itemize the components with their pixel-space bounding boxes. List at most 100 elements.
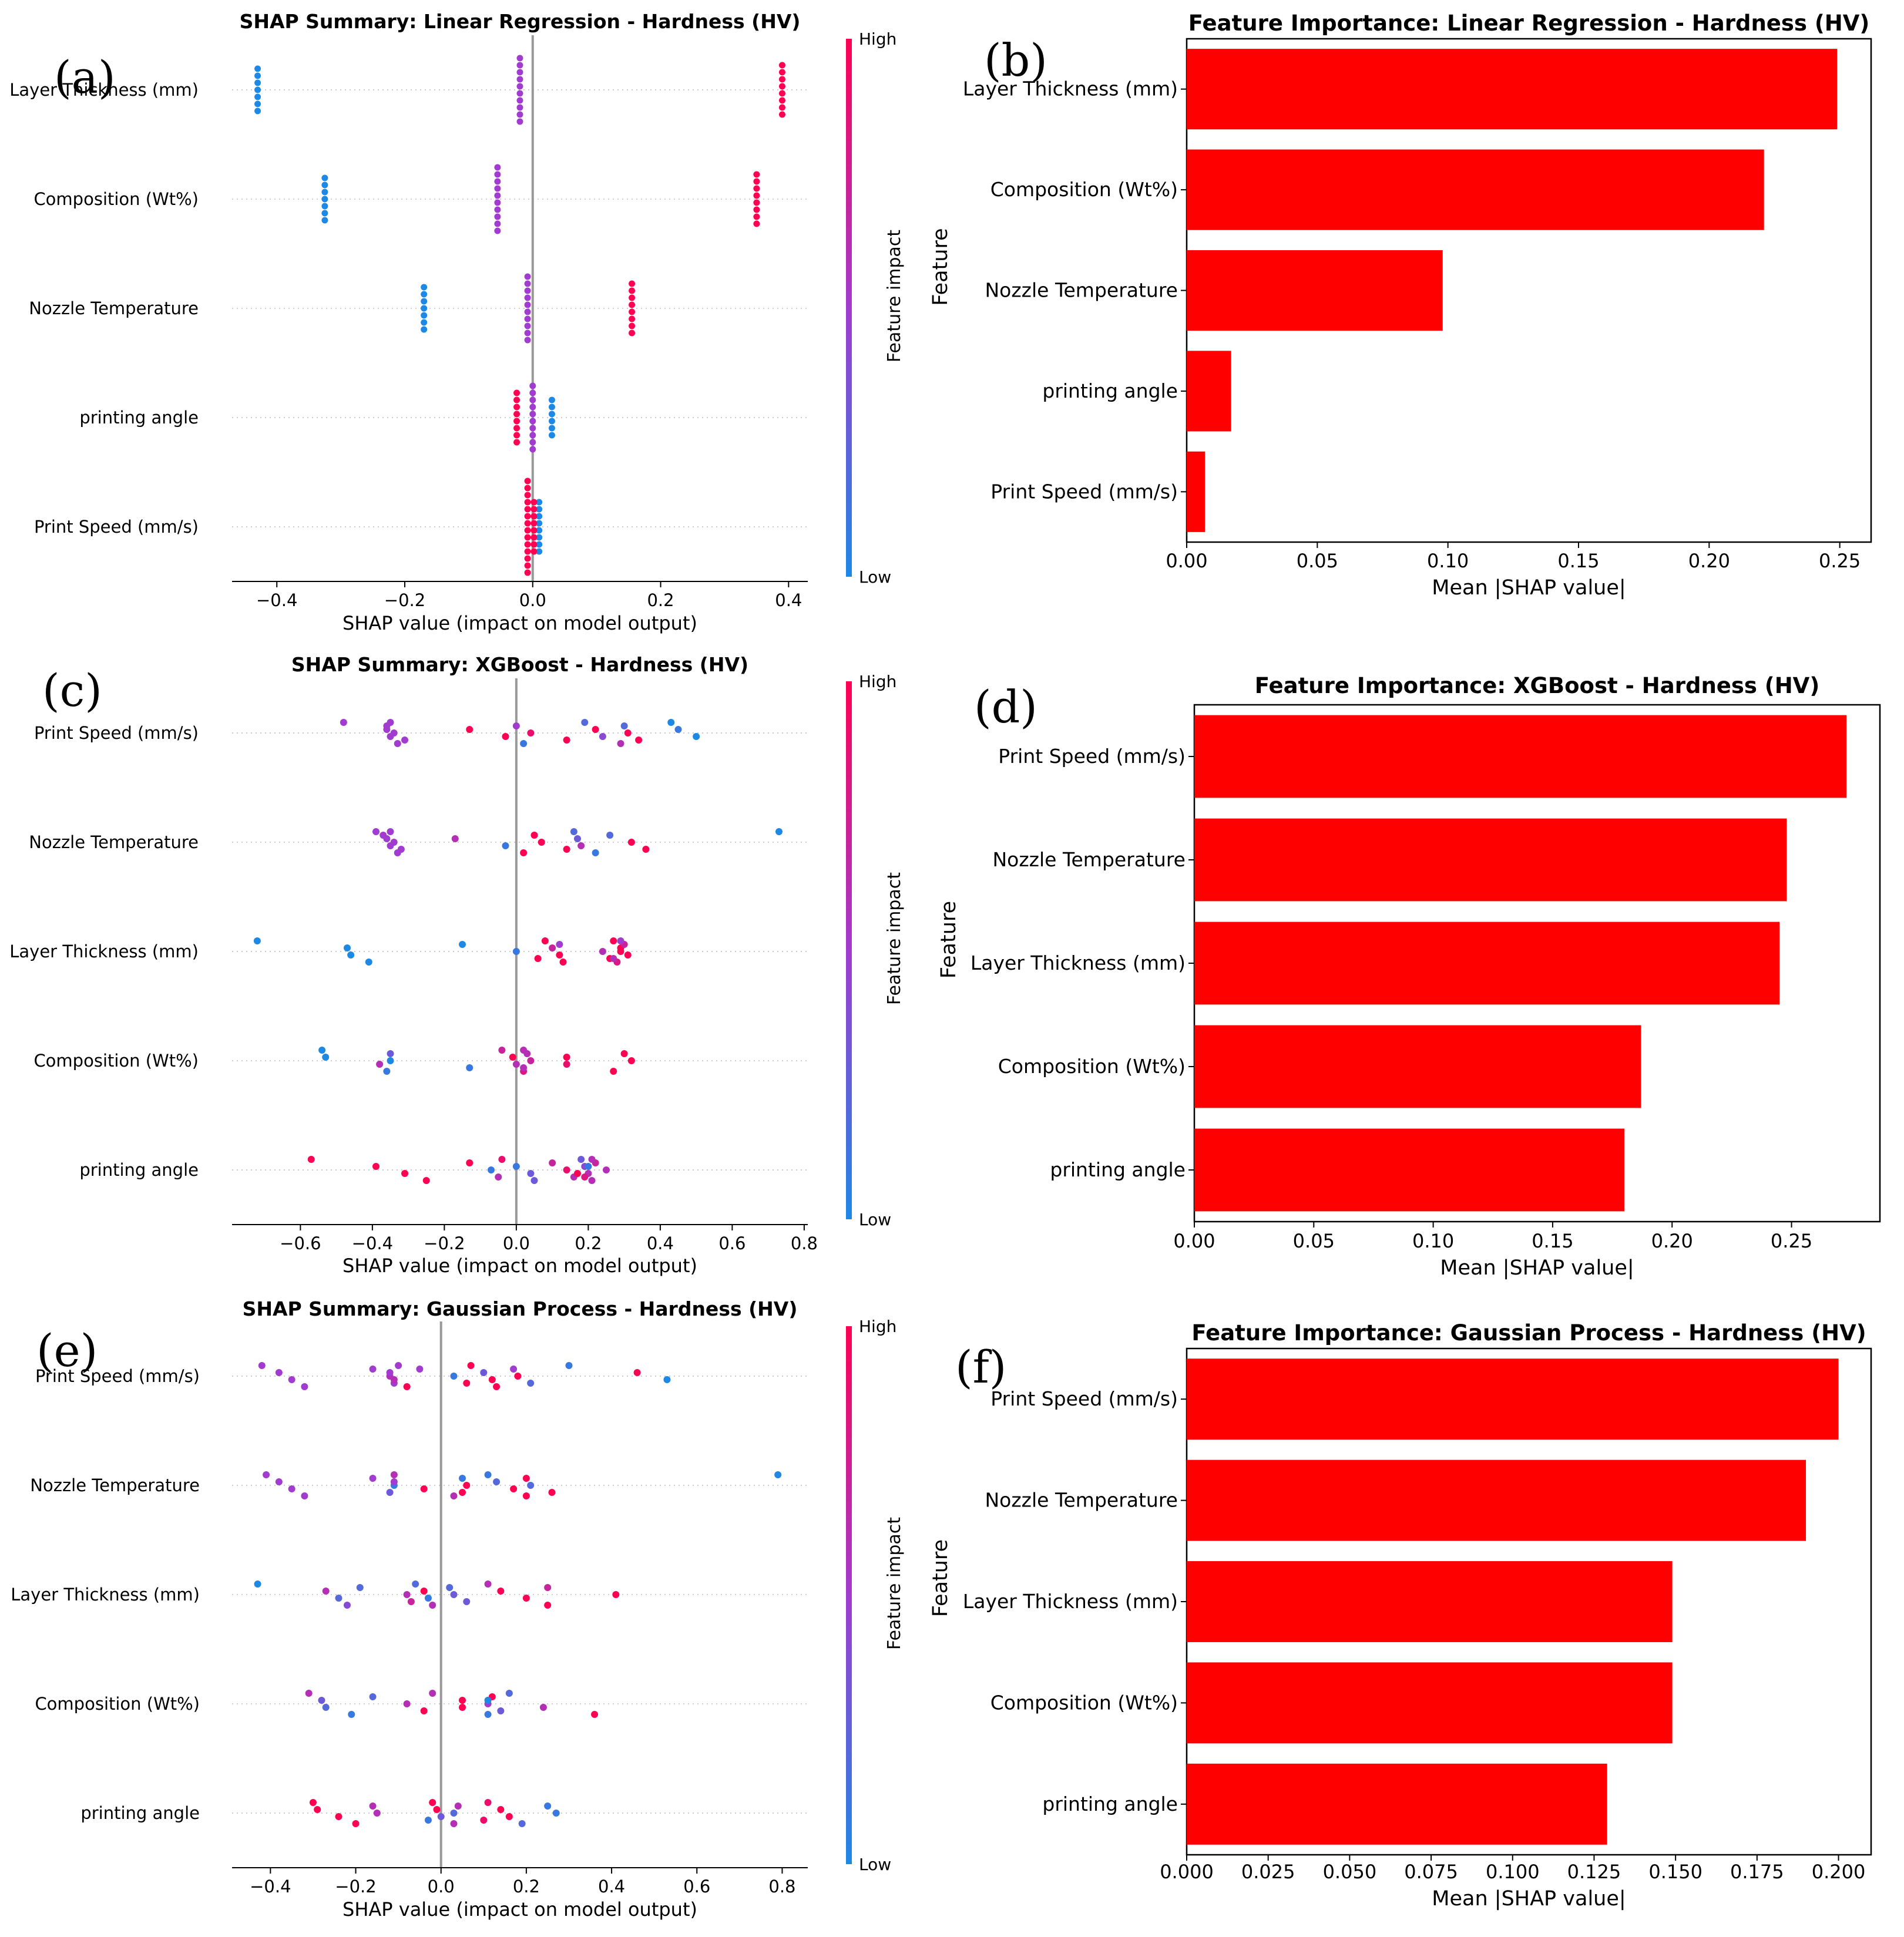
category-label: Layer Thickness (mm)	[963, 1590, 1178, 1613]
feature-label: Composition (Wt%)	[33, 189, 199, 209]
x-tick-label: 0.10	[1412, 1230, 1454, 1252]
shap-point	[620, 1050, 628, 1057]
chart-title: Feature Importance: Linear Regression - …	[1188, 11, 1870, 36]
y-axis-label: Feature	[937, 901, 961, 978]
shap-point	[301, 1383, 308, 1390]
shap-point	[344, 944, 351, 951]
shap-point	[516, 90, 523, 97]
bar	[1194, 1025, 1641, 1108]
shap-point	[548, 425, 555, 432]
x-tick-label: 0.050	[1323, 1861, 1377, 1883]
shap-point	[513, 403, 521, 411]
shap-point	[254, 79, 261, 86]
shap-point	[574, 1170, 581, 1177]
shap-point	[527, 1057, 535, 1064]
shap-point	[524, 492, 531, 499]
shap-point	[585, 1163, 592, 1170]
shap-point	[527, 1482, 535, 1489]
shap-point	[577, 1156, 585, 1163]
feature-label: Layer Thickness (mm)	[9, 80, 199, 100]
x-tick-label: 0.8	[768, 1877, 795, 1896]
chart-title: SHAP Summary: Linear Regression - Hardne…	[240, 10, 801, 33]
shap-point	[450, 1373, 458, 1380]
shap-point	[524, 527, 531, 534]
shap-point	[263, 1471, 270, 1478]
shap-point	[530, 527, 538, 534]
shap-point	[437, 1813, 445, 1820]
x-tick-label: 0.4	[598, 1877, 625, 1896]
shap-point	[524, 287, 531, 294]
chart-title: Feature Importance: Gaussian Process - H…	[1191, 1320, 1866, 1346]
shap-point	[753, 171, 760, 178]
x-axis-label: Mean |SHAP value|	[1440, 1256, 1634, 1280]
shap-point	[538, 839, 545, 846]
shap-point	[502, 733, 509, 740]
shap-point	[529, 396, 536, 403]
x-axis-label: SHAP value (impact on model output)	[342, 612, 697, 634]
category-label: Print Speed (mm/s)	[998, 745, 1186, 768]
shap-point	[524, 513, 531, 520]
feature-label: printing angle	[79, 408, 199, 428]
shap-point	[549, 1159, 556, 1166]
shap-point	[549, 944, 556, 951]
shap-point	[495, 1173, 502, 1181]
shap-point	[372, 828, 380, 835]
shap-point	[421, 298, 428, 305]
shap-point	[534, 955, 542, 962]
shap-point	[577, 842, 585, 849]
shap-point	[524, 273, 531, 280]
shap-point	[524, 562, 531, 569]
colorbar-low-label: Low	[859, 1855, 891, 1874]
shap-point	[620, 722, 628, 729]
shap-point	[494, 213, 501, 220]
shap-point	[484, 1697, 492, 1704]
x-tick-label: 0.025	[1241, 1861, 1295, 1883]
colorbar	[846, 1326, 852, 1864]
x-tick-label: 0.6	[683, 1877, 710, 1896]
shap-point	[624, 729, 632, 737]
shap-point	[484, 1799, 492, 1806]
shap-point	[480, 1817, 488, 1824]
x-tick-label: 0.100	[1486, 1861, 1540, 1883]
shap-point	[394, 740, 401, 747]
shap-point	[778, 111, 785, 118]
shap-point	[512, 948, 520, 955]
shap-point	[753, 213, 760, 220]
shap-point	[307, 1156, 315, 1163]
shap-point	[505, 1690, 513, 1697]
shap-point	[429, 1799, 436, 1806]
category-label: Layer Thickness (mm)	[971, 951, 1186, 974]
shap-point	[484, 1711, 492, 1718]
bar	[1187, 1662, 1673, 1744]
shap-point	[530, 499, 538, 506]
shap-point	[753, 199, 760, 206]
shap-point	[420, 1707, 428, 1714]
x-tick-label: 0.125	[1567, 1861, 1621, 1883]
shap-point	[387, 1057, 394, 1064]
shap-point	[599, 948, 606, 955]
chart-title: SHAP Summary: Gaussian Process - Hardnes…	[243, 1297, 798, 1320]
shap-point	[563, 1061, 570, 1068]
bar	[1194, 818, 1787, 902]
shap-point	[778, 76, 785, 83]
shap-point	[588, 1156, 596, 1163]
bar	[1194, 922, 1780, 1005]
shap-point	[322, 1704, 330, 1711]
shap-point	[386, 1489, 394, 1496]
feature-label: Layer Thickness (mm)	[11, 1585, 200, 1605]
shap-point	[390, 729, 398, 737]
shap-point	[421, 312, 428, 319]
shap-point	[463, 1380, 471, 1387]
shap-point	[610, 1068, 617, 1075]
shap-point	[520, 1047, 528, 1054]
shap-point	[510, 1366, 518, 1373]
shap-point	[524, 499, 531, 506]
chart-title: Feature Importance: XGBoost - Hardness (…	[1255, 673, 1819, 698]
x-tick-label: 0.2	[513, 1877, 540, 1896]
x-tick-label: 0.150	[1648, 1861, 1702, 1883]
feature-label: Composition (Wt%)	[33, 1051, 199, 1071]
